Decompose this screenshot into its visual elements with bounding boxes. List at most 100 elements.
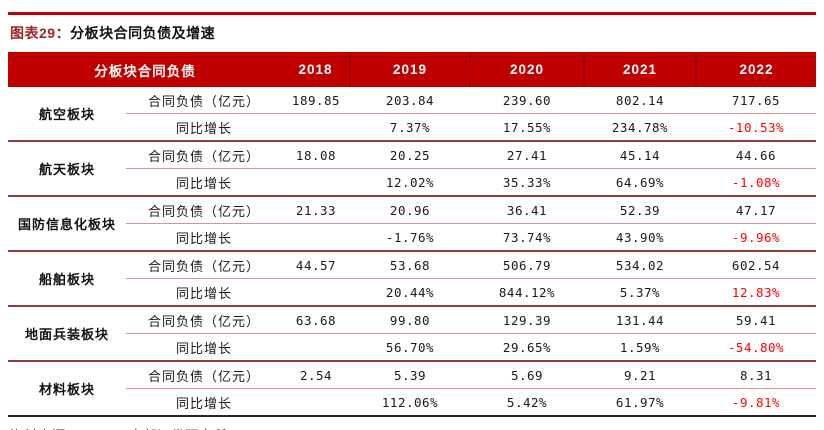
table-header-year-2021: 2021 [583, 52, 696, 87]
segment-name: 材料板块 [8, 360, 126, 417]
metric-label-liability: 合同负债（亿元） [126, 250, 282, 279]
table-row: 航天板块 合同负债（亿元） 18.08 20.25 27.41 45.14 44… [8, 140, 816, 196]
growth-2022: -54.80% [727, 339, 785, 355]
liability-2020: 239.60 [470, 87, 584, 114]
growth-2022: 12.83% [731, 284, 781, 300]
liability-2019: 20.25 [350, 140, 470, 169]
segment-group-ground-armament: 地面兵装板块 合同负债（亿元） 63.68 99.80 129.39 131.4… [8, 305, 816, 362]
table-header-year-2020: 2020 [469, 52, 584, 87]
figure-top-rule [8, 12, 816, 15]
segment-group-aerospace: 航天板块 合同负债（亿元） 18.08 20.25 27.41 45.14 44… [8, 140, 816, 197]
growth-2019: 112.06% [350, 388, 470, 417]
segment-group-shipbuilding: 船舶板块 合同负债（亿元） 44.57 53.68 506.79 534.02 … [8, 250, 816, 307]
liability-2018: 2.54 [282, 360, 350, 389]
growth-2018 [282, 224, 350, 252]
liability-2020: 5.69 [470, 360, 584, 389]
table-header: 分板块合同负债 2018 2019 2020 2021 2022 [8, 52, 816, 87]
liability-2021: 9.21 [584, 360, 696, 389]
metric-label-liability: 合同负债（亿元） [126, 140, 282, 169]
table-header-year-2018: 2018 [282, 52, 350, 87]
liability-2021: 52.39 [584, 195, 696, 224]
liability-2018: 44.57 [282, 250, 350, 279]
liability-2022: 8.31 [696, 360, 816, 389]
table-header-label: 分板块合同负债 [8, 52, 282, 87]
growth-2021: 64.69% [615, 174, 665, 190]
liability-2022: 47.17 [696, 195, 816, 224]
segment-name: 船舶板块 [8, 250, 126, 306]
table-row: 同比增长 56.70% 29.65% 1.59% -54.80% [8, 334, 816, 362]
segment-group-materials: 材料板块 合同负债（亿元） 2.54 5.39 5.69 9.21 8.31 同… [8, 360, 816, 417]
metric-label-growth: 同比增长 [175, 175, 232, 191]
figure-title-text: 分板块合同负债及增速 [70, 25, 216, 41]
liability-2022: 44.66 [696, 140, 816, 169]
growth-2019: 56.70% [385, 339, 435, 355]
growth-2018 [282, 388, 350, 417]
growth-2020: 17.55% [502, 119, 552, 135]
table-row: 地面兵装板块 合同负债（亿元） 63.68 99.80 129.39 131.4… [8, 305, 816, 361]
table-header-row: 分板块合同负债 2018 2019 2020 2021 2022 [8, 52, 816, 87]
growth-2022: -10.53% [727, 119, 785, 135]
table-row: 同比增长 20.44% 844.12% 5.37% 12.83% [8, 279, 816, 307]
table-header-year-2019: 2019 [349, 52, 470, 87]
metric-label-liability: 合同负债（亿元） [126, 360, 282, 389]
growth-2019: 7.37% [389, 119, 431, 135]
liability-2018: 63.68 [282, 305, 350, 334]
table-header-year-2022: 2022 [695, 52, 816, 87]
metric-label-liability: 合同负债（亿元） [126, 305, 282, 334]
liability-2019: 53.68 [350, 250, 470, 279]
source-note: 资料来源：iFinD，中邮证券研究所 [10, 425, 816, 430]
table-row: 同比增长 12.02% 35.33% 64.69% -1.08% [8, 169, 816, 197]
liability-2018: 21.33 [282, 195, 350, 224]
liability-2018: 189.85 [282, 87, 350, 114]
metric-label-liability: 合同负债（亿元） [126, 195, 282, 224]
growth-2022: -9.81% [696, 388, 816, 417]
liability-2020: 36.41 [470, 195, 584, 224]
growth-2018 [282, 279, 350, 307]
segment-group-aviation: 航空板块 合同负债（亿元） 189.85 203.84 239.60 802.1… [8, 87, 816, 141]
growth-2020: 5.42% [470, 388, 584, 417]
growth-2022: -1.08% [731, 174, 781, 190]
growth-2020: 844.12% [498, 284, 556, 300]
growth-2019: -1.76% [385, 229, 435, 245]
growth-2020: 73.74% [502, 229, 552, 245]
table-row: 同比增长 -1.76% 73.74% 43.90% -9.96% [8, 224, 816, 252]
table-row: 航空板块 合同负债（亿元） 189.85 203.84 239.60 802.1… [8, 87, 816, 122]
liability-2019: 20.96 [350, 195, 470, 224]
growth-2019: 12.02% [385, 174, 435, 190]
liability-2021: 534.02 [584, 250, 696, 279]
table-row: 国防信息化板块 合同负债（亿元） 21.33 20.96 36.41 52.39… [8, 195, 816, 251]
liability-2020: 129.39 [470, 305, 584, 334]
growth-2018 [282, 334, 350, 362]
growth-2021: 43.90% [615, 229, 665, 245]
metric-label-growth: 同比增长 [175, 230, 232, 246]
table-row: 同比增长 112.06% 5.42% 61.97% -9.81% [8, 388, 816, 417]
growth-2020: 29.65% [502, 339, 552, 355]
growth-2022: -9.96% [731, 229, 781, 245]
table-row: 船舶板块 合同负债（亿元） 44.57 53.68 506.79 534.02 … [8, 250, 816, 306]
growth-2019: 20.44% [385, 284, 435, 300]
metric-label-growth: 同比增长 [175, 340, 232, 356]
liability-2021: 45.14 [584, 140, 696, 169]
liability-2022: 602.54 [696, 250, 816, 279]
growth-2020: 35.33% [502, 174, 552, 190]
liability-2020: 506.79 [470, 250, 584, 279]
table-row: 材料板块 合同负债（亿元） 2.54 5.39 5.69 9.21 8.31 [8, 360, 816, 417]
liability-2022: 717.65 [696, 87, 816, 114]
metric-label-growth: 同比增长 [126, 388, 282, 417]
segment-name: 地面兵装板块 [8, 305, 126, 361]
contract-liability-table: 分板块合同负债 2018 2019 2020 2021 2022 航空板块 合同… [8, 52, 816, 417]
growth-2018 [282, 114, 350, 142]
metric-label-growth: 同比增长 [175, 285, 232, 301]
liability-2018: 18.08 [282, 140, 350, 169]
segment-name: 国防信息化板块 [8, 195, 126, 251]
growth-2021: 61.97% [584, 388, 696, 417]
table-row: 同比增长 7.37% 17.55% 234.78% -10.53% [8, 114, 816, 142]
liability-2019: 203.84 [350, 87, 470, 114]
metric-label-liability: 合同负债（亿元） [126, 87, 282, 114]
liability-2019: 99.80 [350, 305, 470, 334]
figure-title: 图表29：分板块合同负债及增速 [10, 23, 816, 43]
metric-label-growth: 同比增长 [175, 120, 232, 136]
growth-2021: 5.37% [619, 284, 661, 300]
growth-2021: 1.59% [619, 339, 661, 355]
